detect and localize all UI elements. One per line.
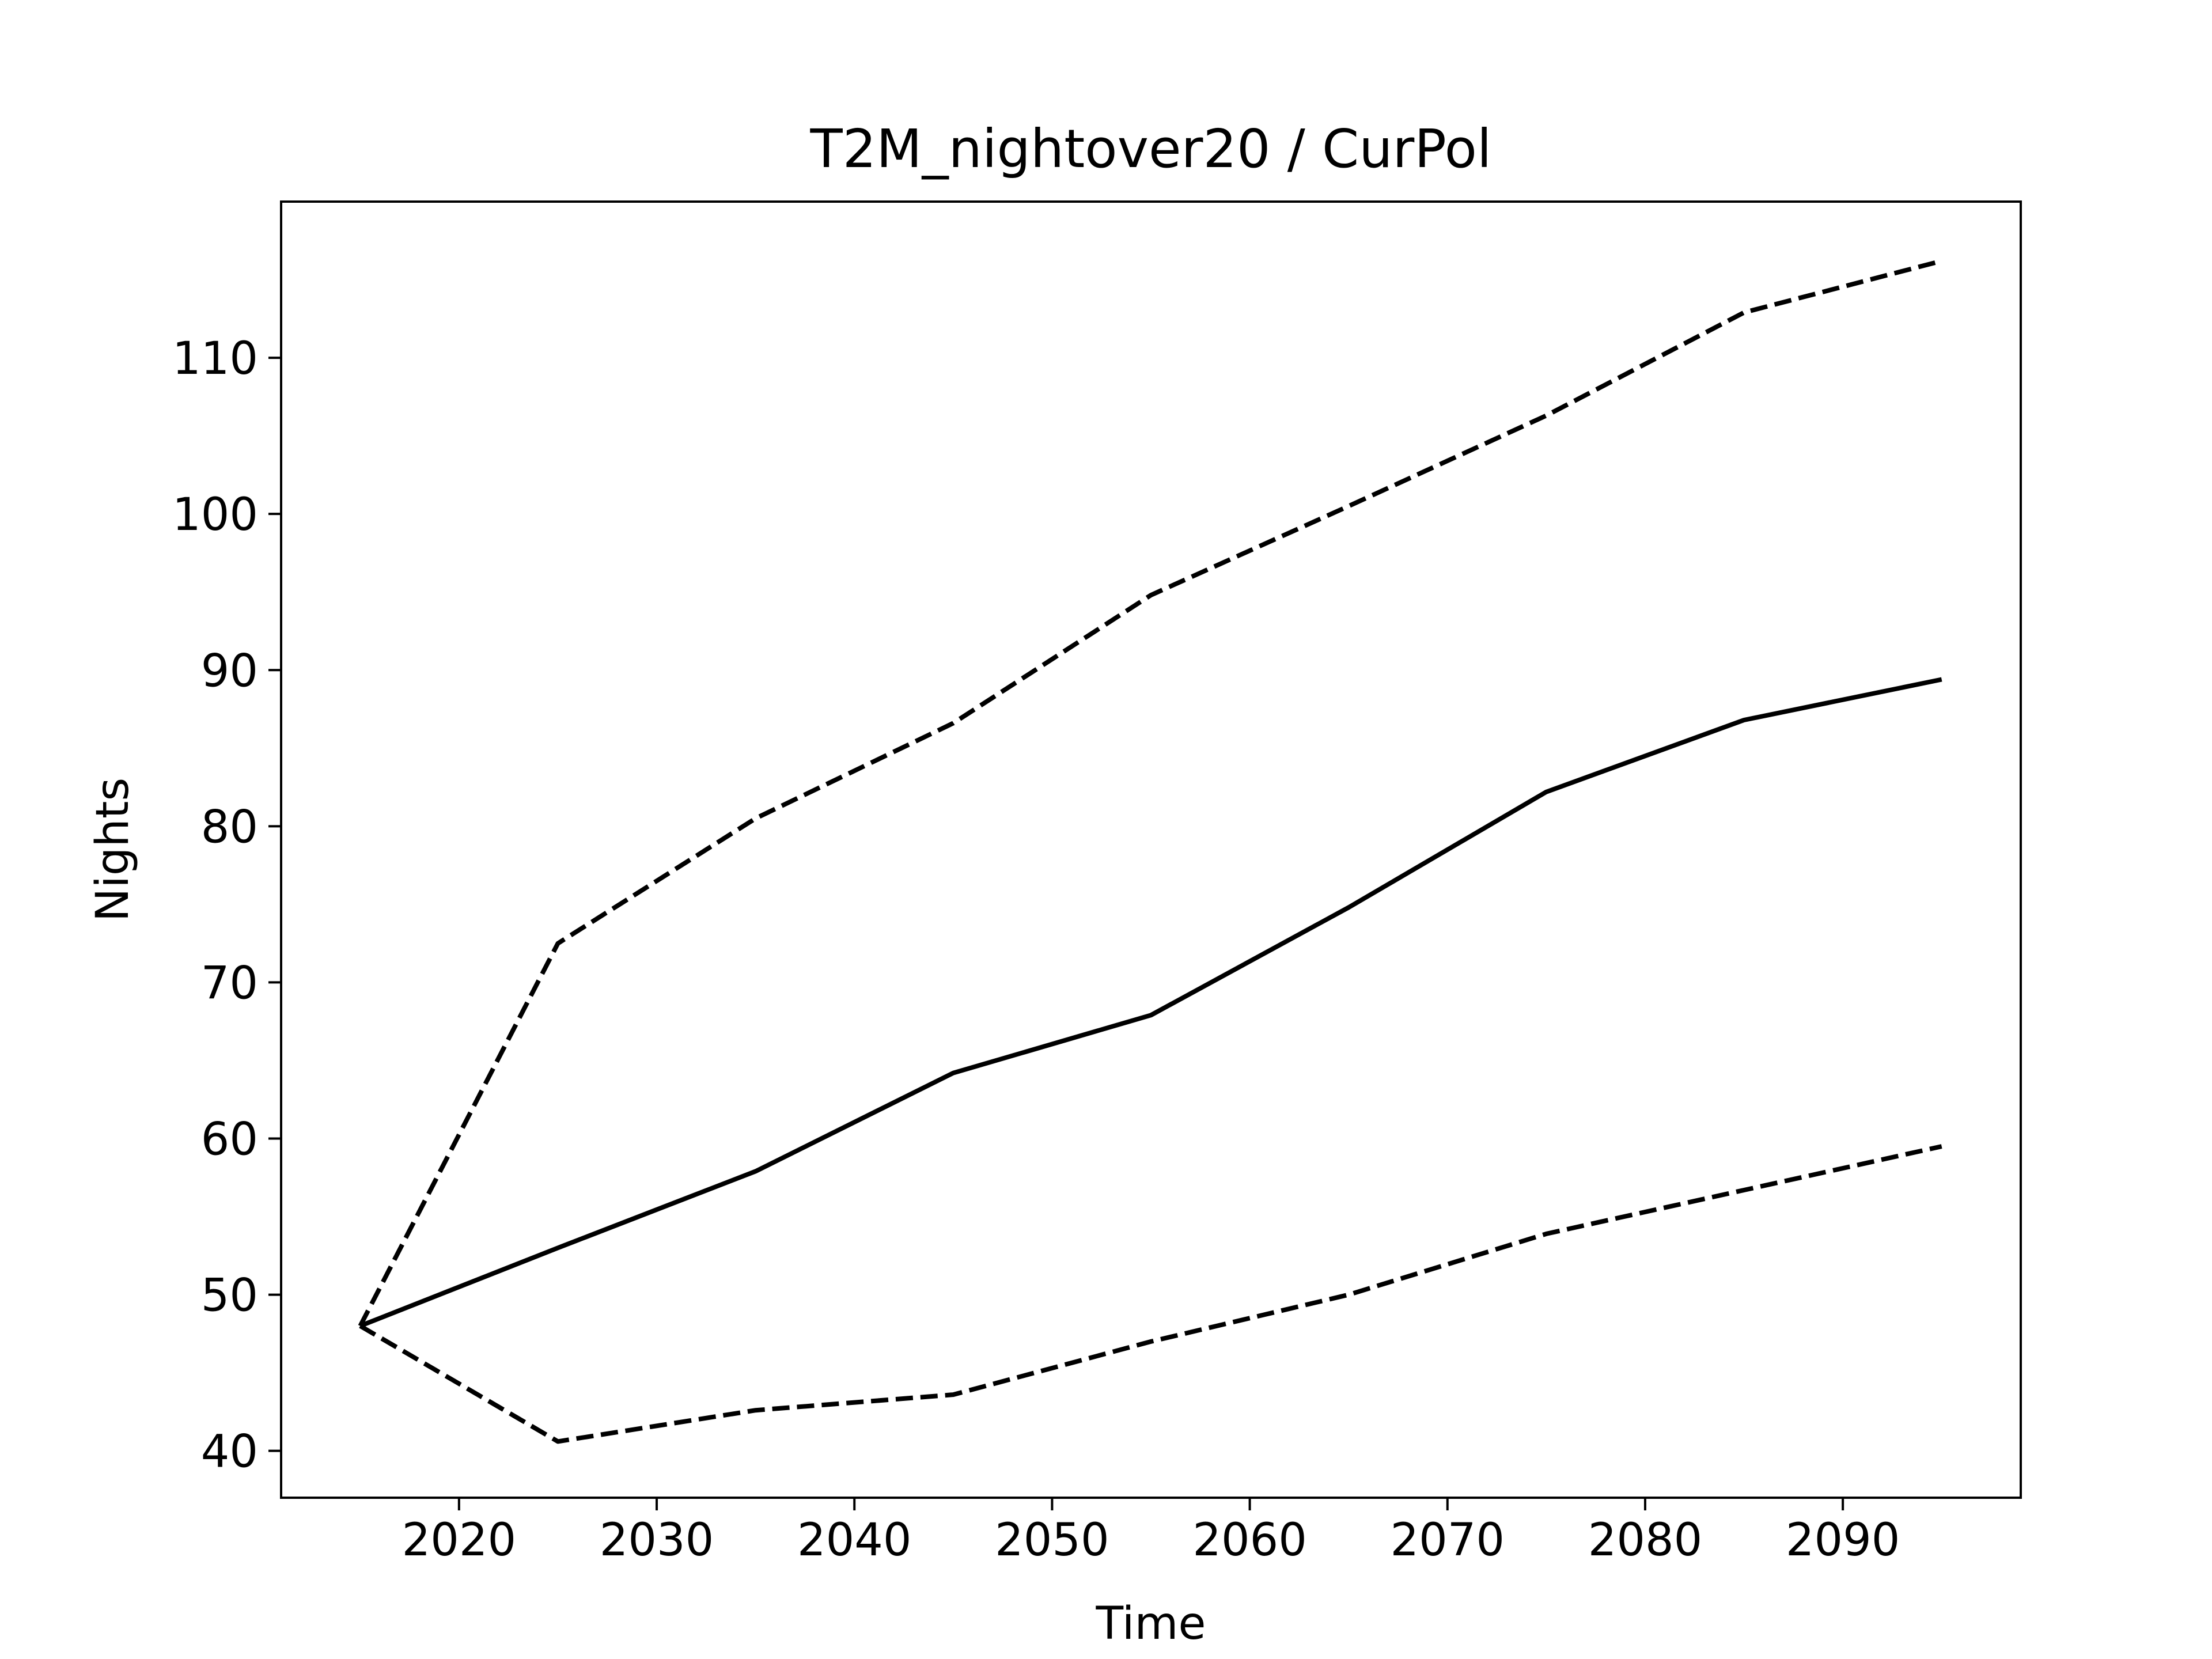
y-tick-label: 60 (201, 1114, 258, 1166)
series-line-2 (358, 259, 1942, 1327)
plot-area-frame (280, 200, 2022, 1499)
x-axis-ticks: 2020 2030 2040 2050 2060 2070 2080 2090 (402, 1498, 1900, 1566)
y-tick-label: 80 (201, 801, 258, 853)
x-tick-label: 2090 (1786, 1514, 1900, 1566)
series-layer (358, 259, 1942, 1444)
y-tick-label: 100 (172, 489, 258, 541)
x-tick-label: 2020 (402, 1514, 517, 1566)
x-tick-label: 2050 (995, 1514, 1109, 1566)
y-tick-label: 110 (172, 333, 258, 385)
y-axis-label: Nights (87, 778, 139, 922)
x-tick-label: 2070 (1391, 1514, 1505, 1566)
x-tick-label: 2080 (1588, 1514, 1703, 1566)
series-line-3 (359, 1144, 1942, 1444)
y-tick-label: 40 (201, 1426, 258, 1478)
x-axis-label: Time (1096, 1598, 1206, 1650)
chart-title: T2M_nightover20 / CurPol (810, 118, 1492, 180)
series-line-1 (359, 677, 1942, 1328)
y-tick-label: 70 (201, 957, 258, 1009)
y-tick-label: 90 (201, 645, 258, 697)
y-axis-ticks: 40 50 60 70 80 90 100 110 (172, 333, 281, 1478)
x-tick-label: 2040 (797, 1514, 912, 1566)
x-tick-label: 2030 (600, 1514, 714, 1566)
x-tick-label: 2060 (1192, 1514, 1307, 1566)
y-tick-label: 50 (201, 1270, 258, 1322)
